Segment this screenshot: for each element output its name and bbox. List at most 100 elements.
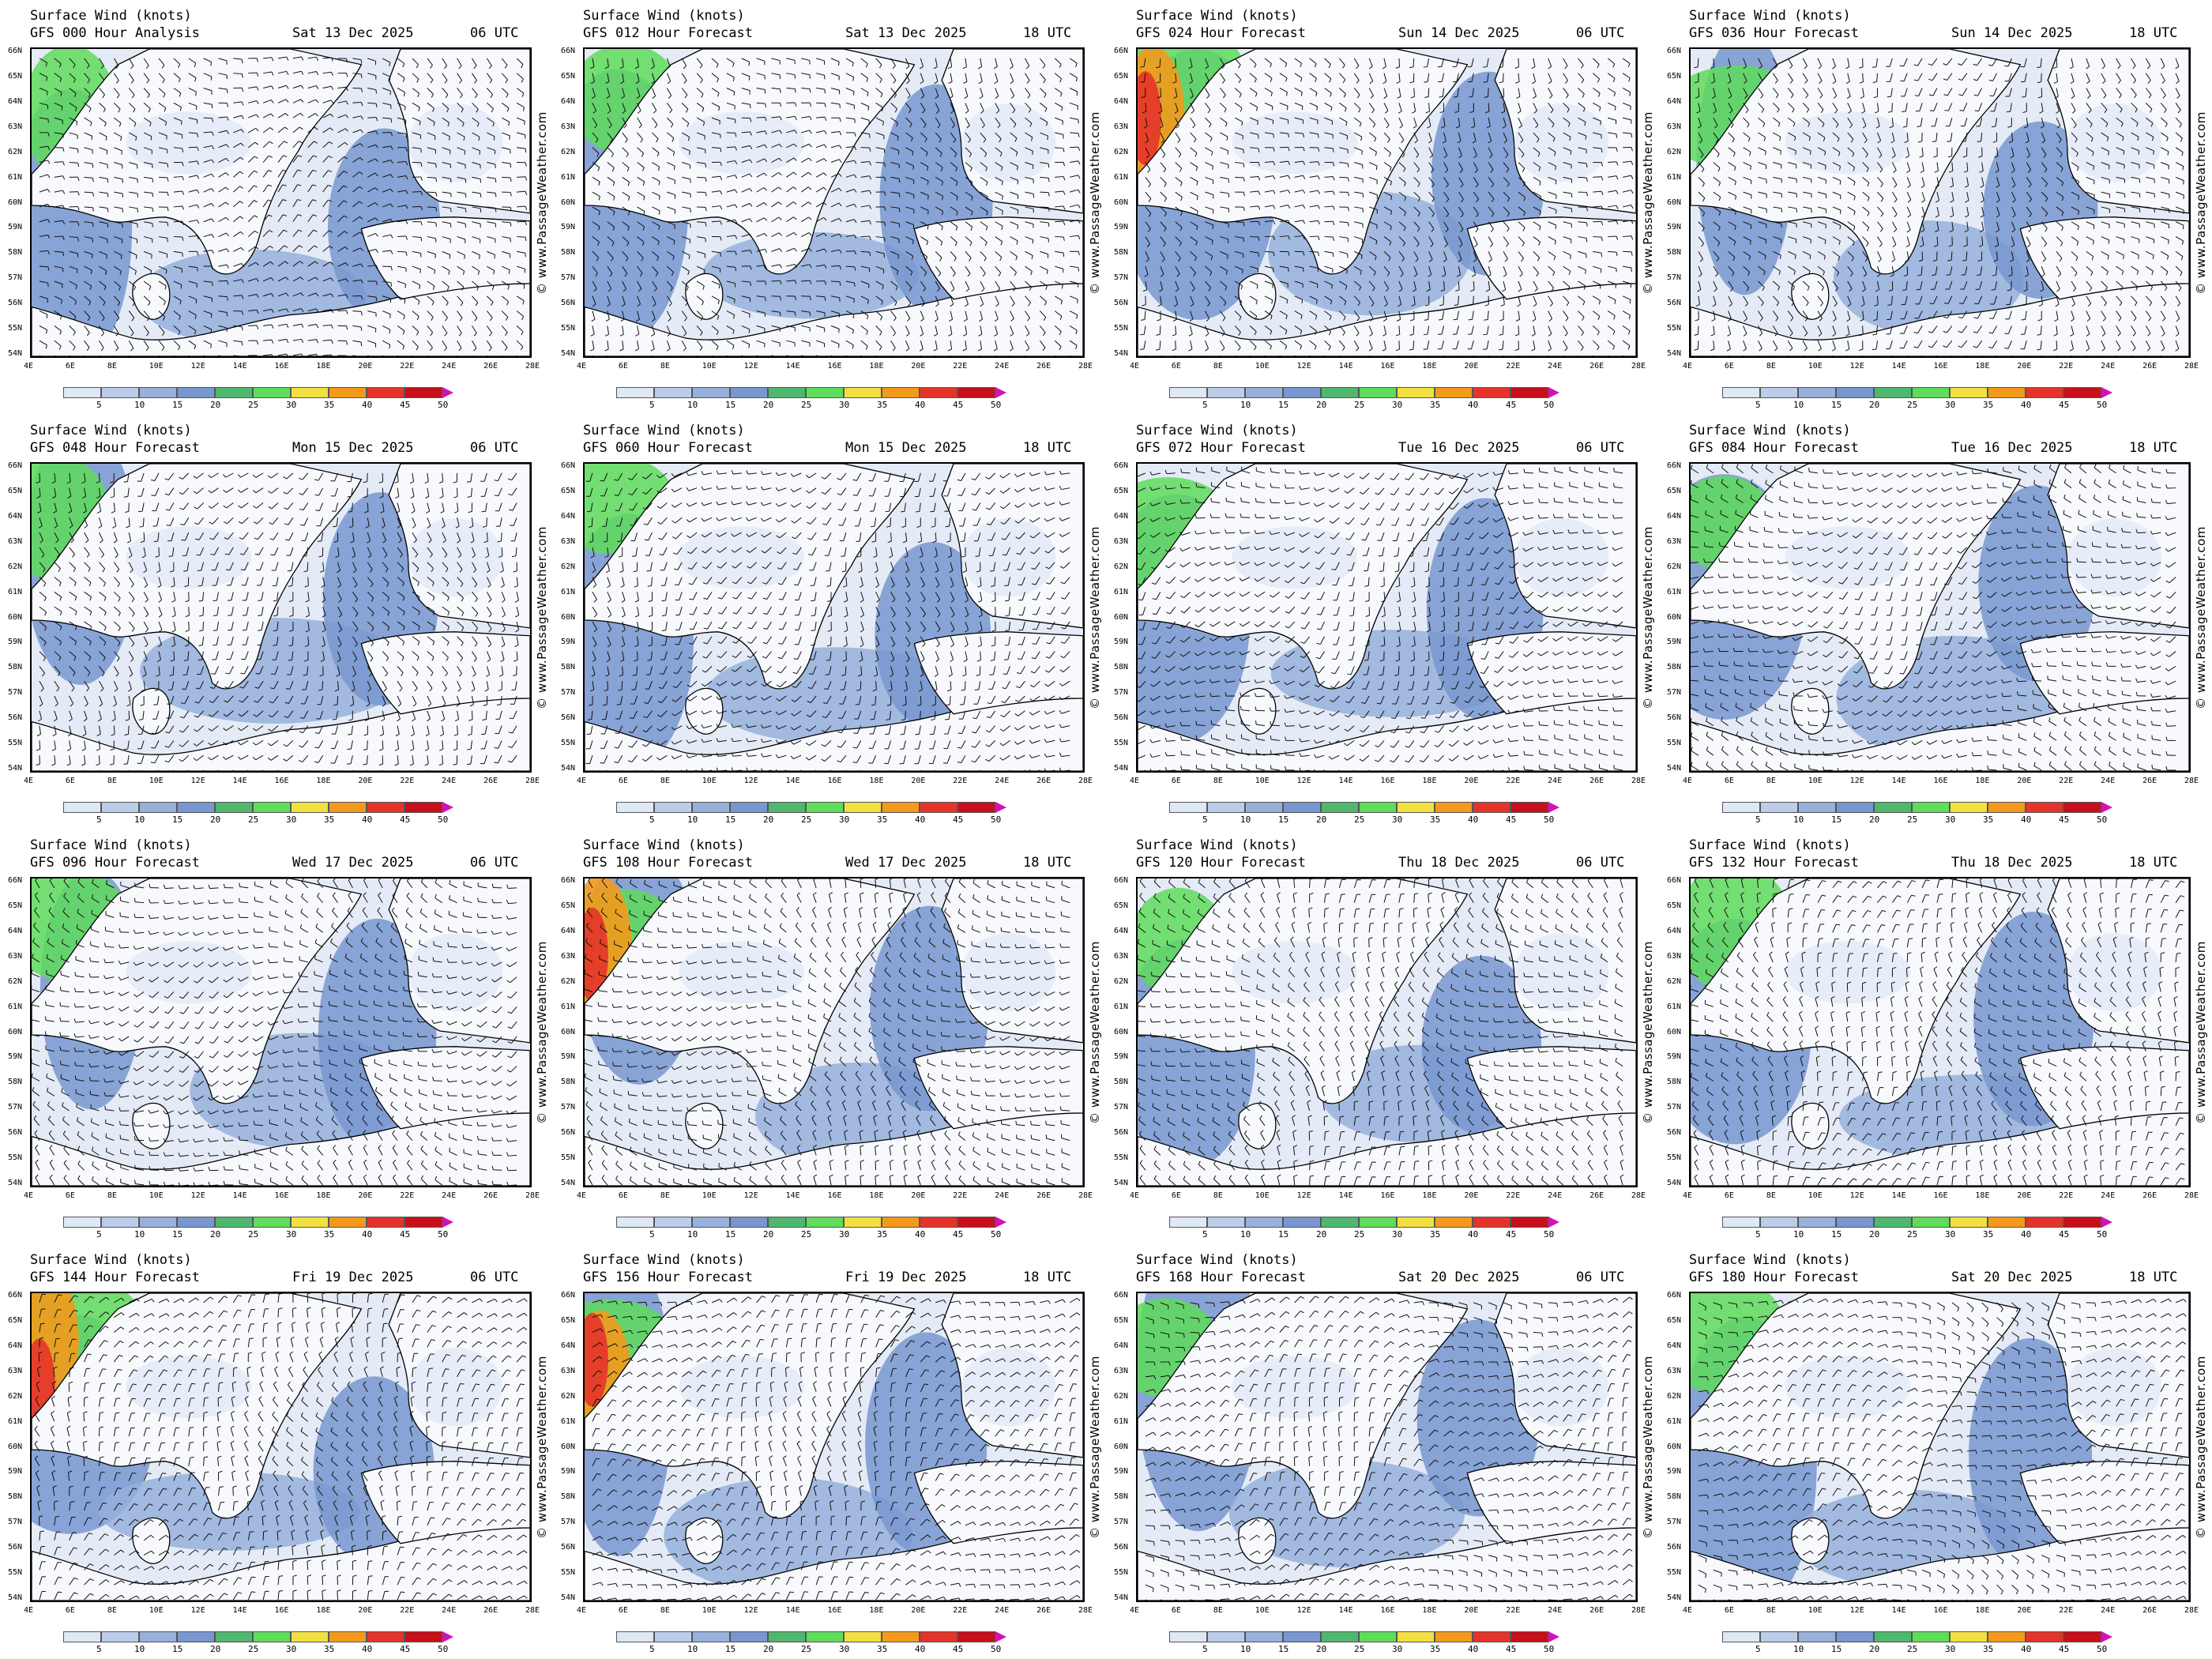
legend-label: 25 (801, 814, 811, 825)
wind-map[interactable] (1689, 877, 2191, 1187)
legend-label: 20 (763, 400, 773, 410)
legend-swatch (692, 1631, 730, 1642)
legend-swatch (616, 1631, 654, 1642)
wind-map[interactable] (1689, 462, 2191, 773)
legend-label: 15 (725, 1229, 735, 1240)
latitude-tick: 57N (8, 1518, 22, 1526)
wind-map[interactable] (1136, 1292, 1638, 1602)
latitude-tick: 55N (8, 1154, 22, 1162)
longitude-tick: 22E (400, 362, 414, 371)
wind-map[interactable] (583, 877, 1085, 1187)
longitude-tick: 14E (1892, 362, 1906, 371)
longitude-tick: 14E (786, 777, 800, 785)
forecast-hour-label: GFS 060 Hour Forecast (583, 440, 753, 456)
legend-label: 30 (1945, 400, 1955, 410)
panel-title: Surface Wind (knots) (1136, 423, 1298, 438)
longitude-tick: 18E (1422, 777, 1436, 785)
legend-swatch (1722, 1217, 1760, 1228)
latitude-tick: 62N (1114, 1392, 1128, 1401)
latitude-tick: 64N (8, 1341, 22, 1350)
legend-max-arrow (1548, 1631, 1559, 1642)
wind-map[interactable] (1689, 47, 2191, 358)
wind-map[interactable] (30, 47, 532, 358)
latitude-tick: 56N (561, 714, 575, 722)
wind-map[interactable] (30, 877, 532, 1187)
longitude-tick: 28E (1631, 1606, 1646, 1615)
latitude-tick: 63N (8, 122, 22, 131)
legend-label: 40 (2021, 1229, 2031, 1240)
wind-map[interactable] (1136, 47, 1638, 358)
longitude-tick: 18E (869, 362, 883, 371)
legend-swatch (920, 1217, 957, 1228)
latitude-tick: 58N (561, 1493, 575, 1501)
legend-swatch (1760, 1631, 1798, 1642)
longitude-tick: 18E (869, 1606, 883, 1615)
wind-map[interactable] (583, 462, 1085, 773)
longitude-tick: 26E (2142, 362, 2157, 371)
longitude-tick: 12E (191, 1191, 205, 1200)
latitude-tick: 57N (561, 1104, 575, 1112)
latitude-tick: 60N (1114, 198, 1128, 207)
legend-label: 25 (1354, 1229, 1364, 1240)
legend-swatch (882, 1217, 920, 1228)
latitude-tick: 59N (1114, 1468, 1128, 1476)
legend-min-arrow (1711, 802, 1722, 813)
legend-label: 25 (248, 814, 258, 825)
longitude-tick: 22E (2059, 777, 2073, 785)
legend-label: 30 (839, 814, 849, 825)
legend-label: 35 (1430, 400, 1440, 410)
panel-title: Surface Wind (knots) (30, 423, 192, 438)
longitude-tick: 20E (2017, 777, 2031, 785)
legend-swatch (215, 387, 253, 398)
longitude-tick: 10E (1808, 1191, 1823, 1200)
forecast-hour-label: GFS 000 Hour Analysis (30, 25, 200, 41)
latitude-tick: 56N (1667, 299, 1681, 307)
legend-label: 25 (1907, 1229, 1917, 1240)
longitude-tick: 14E (233, 1191, 247, 1200)
longitude-tick: 28E (2184, 777, 2199, 785)
latitude-tick: 58N (561, 249, 575, 257)
longitude-tick: 20E (911, 1606, 925, 1615)
legend-min-arrow (1711, 1631, 1722, 1642)
legend-swatch (2063, 1631, 2101, 1642)
legend-swatch (329, 1217, 367, 1228)
longitude-tick: 16E (1934, 777, 1948, 785)
wind-map[interactable] (30, 462, 532, 773)
legend-swatch (616, 1217, 654, 1228)
wind-map[interactable] (1136, 462, 1638, 773)
longitude-tick: 28E (2184, 362, 2199, 371)
longitude-tick: 8E (660, 777, 670, 785)
forecast-utc: 18 UTC (2129, 440, 2177, 456)
latitude-tick: 60N (1114, 1028, 1128, 1036)
legend-swatch (2063, 387, 2101, 398)
legend-label: 30 (286, 814, 296, 825)
credit-watermark: © www.PassageWeather.com (534, 47, 550, 358)
wind-map[interactable] (583, 47, 1085, 358)
wind-map[interactable] (30, 1292, 532, 1602)
legend-swatch (1435, 1217, 1473, 1228)
legend-swatch (367, 1631, 404, 1642)
latitude-tick: 64N (8, 927, 22, 935)
legend-label: 50 (991, 400, 1001, 410)
credit-watermark: © www.PassageWeather.com (1640, 877, 1656, 1187)
forecast-panel: Surface Wind (knots) GFS 168 Hour Forecas… (1106, 1244, 1659, 1659)
wind-map[interactable] (1689, 1292, 2191, 1602)
panel-title: Surface Wind (knots) (30, 8, 192, 24)
credit-watermark: © www.PassageWeather.com (534, 1292, 550, 1602)
longitude-tick: 12E (744, 777, 758, 785)
latitude-tick: 61N (561, 1417, 575, 1426)
longitude-tick: 6E (66, 1606, 75, 1615)
forecast-panel: Surface Wind (knots) GFS 024 Hour Forecas… (1106, 0, 1659, 415)
latitude-tick: 65N (1667, 901, 1681, 910)
forecast-hour-label: GFS 072 Hour Forecast (1136, 440, 1306, 456)
wind-map[interactable] (583, 1292, 1085, 1602)
latitude-tick: 66N (1114, 462, 1128, 470)
forecast-date: Wed 17 Dec 2025 (845, 855, 967, 871)
legend-swatch (1397, 387, 1435, 398)
latitude-tick: 64N (1667, 97, 1681, 106)
longitude-tick: 16E (1934, 1606, 1948, 1615)
longitude-tick: 4E (24, 362, 33, 371)
credit-watermark: © www.PassageWeather.com (1640, 1292, 1656, 1602)
wind-map[interactable] (1136, 877, 1638, 1187)
legend-label: 50 (991, 814, 1001, 825)
